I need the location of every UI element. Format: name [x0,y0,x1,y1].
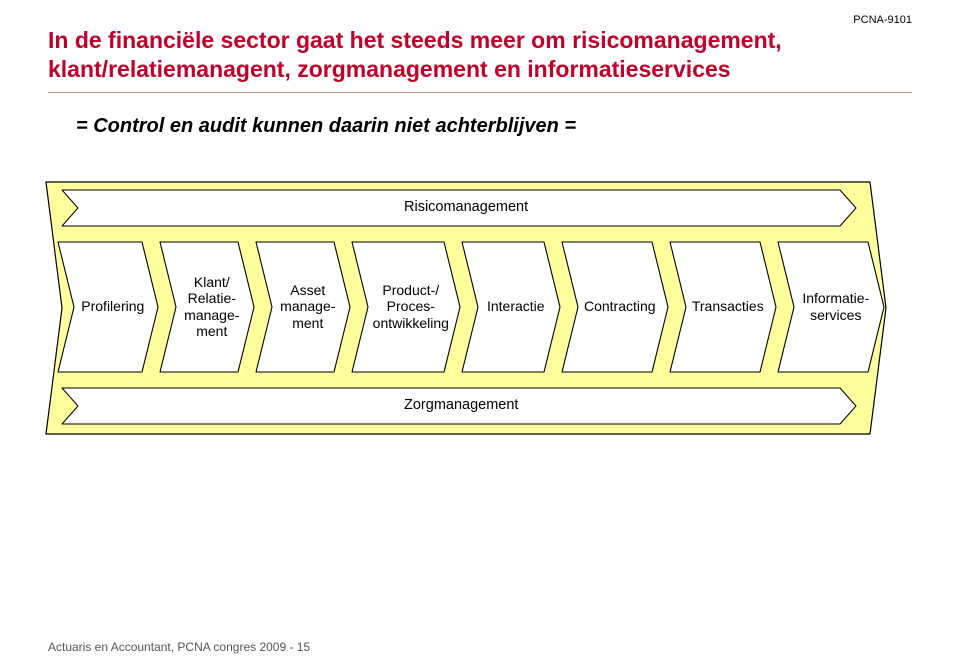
chevron-label: Product-/Proces-ontwikkeling [362,242,460,372]
title-line2: klant/relatiemanagent, zorgmanagement en… [48,56,731,82]
chevron-label: Contracting [572,242,668,372]
page-title: In de financiële sector gaat het steeds … [48,26,912,84]
chevron-label: Klant/Relatie-manage-ment [170,242,254,372]
process-diagram: ProfileringKlant/Relatie-manage-mentAsse… [44,178,904,438]
page-root: PCNA-9101 In de financiële sector gaat h… [0,0,960,672]
title-line1: In de financiële sector gaat het steeds … [48,27,782,53]
top-band-label: Risicomanagement [404,199,528,215]
doc-id: PCNA-9101 [853,14,912,26]
chevron-label: Informatie-services [788,242,884,372]
chevron-label: Assetmanage-ment [266,242,350,372]
chevron-label: Transacties [680,242,776,372]
chevron-label: Profilering [68,242,158,372]
title-underline [48,92,912,93]
page-footer: Actuaris en Accountant, PCNA congres 200… [48,640,310,654]
chevron-label: Interactie [472,242,560,372]
bottom-band-label: Zorgmanagement [404,397,518,413]
page-subtitle: = Control en audit kunnen daarin niet ac… [76,115,912,138]
